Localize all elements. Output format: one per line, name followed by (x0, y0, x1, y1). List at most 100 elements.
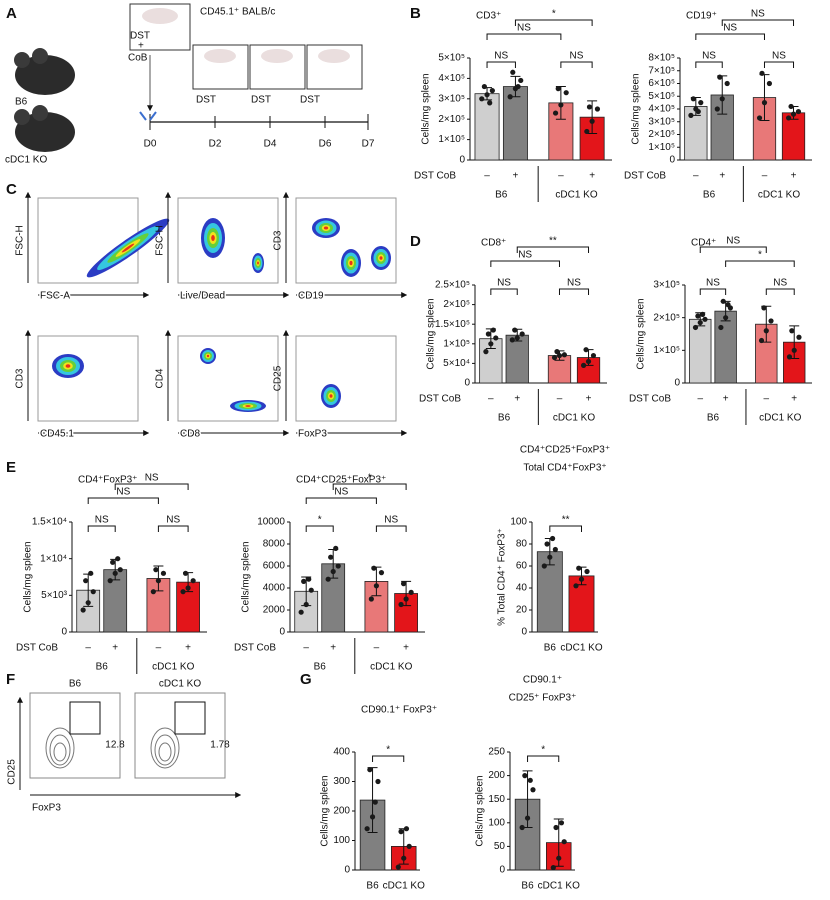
data-point (561, 352, 568, 358)
group-label: cDC1 KO (758, 190, 800, 201)
y-tick-label: 8000 (263, 539, 286, 550)
y-tick-label: 5×10⁴ (443, 358, 470, 369)
flow-frame (177, 197, 279, 284)
flow-frame (37, 197, 139, 284)
data-point (406, 843, 412, 850)
data-point (688, 112, 694, 118)
bar-chart: CD4⁺CD25⁺FoxP3⁺ 0 2000 4000 6000 8000 10000 Cel… (234, 473, 425, 674)
row-label: DST CoB (16, 643, 58, 654)
flow-x-label: CD19 (298, 291, 324, 302)
data-point (485, 331, 491, 337)
significance-bracket (514, 19, 593, 26)
data-point (395, 864, 401, 870)
significance-bracket (486, 33, 562, 40)
y-tick-label: 4000 (263, 583, 286, 594)
y-tick-label: 1×10⁵ (648, 142, 675, 153)
row-label: DST CoB (624, 171, 666, 182)
data-point (378, 570, 385, 576)
data-point (761, 305, 767, 311)
data-point (514, 335, 520, 341)
significance-label: NS (570, 51, 584, 62)
significance-bracket (87, 525, 116, 532)
flow-x-label: CD8 (180, 429, 200, 440)
data-point (756, 115, 763, 121)
data-point (507, 94, 513, 100)
data-point (585, 358, 592, 365)
data-point (553, 824, 559, 831)
x-tick-label: + (586, 394, 592, 405)
data-point (695, 313, 701, 319)
y-tick-label: 300 (333, 776, 350, 787)
y-tick-label: 0 (669, 155, 675, 166)
y-tick-label: 20 (516, 605, 528, 616)
chart-title: CD90.1⁺ (523, 675, 562, 686)
flow-y-label: CD4 (155, 368, 166, 388)
y-tick-label: 0 (344, 865, 350, 876)
data-point (690, 96, 696, 102)
x-tick-label: cDC1 KO (538, 881, 580, 892)
significance-label: NS (751, 9, 765, 20)
data-point (556, 855, 562, 861)
x-tick-label: + (514, 394, 520, 405)
significance-bracket (332, 483, 407, 490)
data-point (786, 354, 793, 360)
data-point (83, 578, 89, 584)
y-axis-label: % Total CD4⁺ FoxP3⁺ (497, 528, 508, 626)
data-point (518, 77, 524, 84)
data-point (373, 583, 379, 589)
data-point (180, 589, 186, 595)
flow-density (206, 354, 210, 358)
data-point (573, 583, 579, 589)
data-point (107, 578, 113, 584)
bar (568, 575, 595, 633)
treatment-label: + (138, 41, 144, 52)
flow-density (257, 261, 259, 265)
y-tick-label: 3×10⁵ (653, 280, 680, 291)
data-point (702, 316, 708, 322)
significance-bracket (558, 288, 590, 295)
panel-label: B (410, 5, 421, 22)
flow-y-label: FSC-H (155, 225, 166, 256)
data-point (479, 96, 485, 102)
y-tick-label: 8×10⁵ (648, 53, 675, 64)
panel-label: F (6, 671, 15, 688)
x-tick-label: – (303, 643, 309, 654)
data-point (372, 799, 378, 805)
x-tick-label: + (589, 171, 595, 182)
data-point (785, 115, 792, 121)
y-tick-label: 100 (510, 517, 527, 528)
data-point (160, 570, 167, 576)
day-label: D7 (362, 139, 375, 150)
data-point (547, 554, 553, 560)
y-tick-label: 100 (333, 835, 350, 846)
contour-y-label: CD25 (7, 759, 18, 785)
y-tick-label: 0 (674, 378, 680, 389)
x-tick-label: – (558, 171, 564, 182)
flow-density (379, 256, 383, 260)
injection-label: DST (251, 95, 271, 106)
data-point (510, 69, 516, 75)
row-label: DST CoB (419, 394, 461, 405)
x-tick-label: + (723, 394, 729, 405)
data-point (481, 83, 487, 90)
y-tick-label: 2×10⁵ (443, 299, 470, 310)
bar-chart: CD4⁺CD25⁺FoxP3⁺ Total CD4⁺FoxP3⁺ 0 20 40 60 80… (497, 445, 611, 654)
significance-label: NS (726, 236, 740, 247)
data-point (759, 70, 765, 76)
data-point (88, 570, 94, 576)
x-tick-label: – (85, 643, 91, 654)
data-point (576, 565, 582, 571)
data-point (768, 318, 774, 324)
bar (505, 334, 529, 384)
y-tick-label: 6×10⁵ (648, 78, 675, 89)
significance-label: * (386, 745, 390, 756)
data-point (371, 565, 377, 571)
x-tick-label: – (484, 171, 490, 182)
data-point (330, 568, 336, 575)
significance-label: NS (517, 23, 531, 34)
y-tick-label: 100 (488, 817, 505, 828)
schematic-art (14, 3, 369, 152)
significance-bracket (375, 525, 407, 532)
group-label: B6 (498, 413, 511, 424)
significance-label: NS (772, 51, 786, 62)
